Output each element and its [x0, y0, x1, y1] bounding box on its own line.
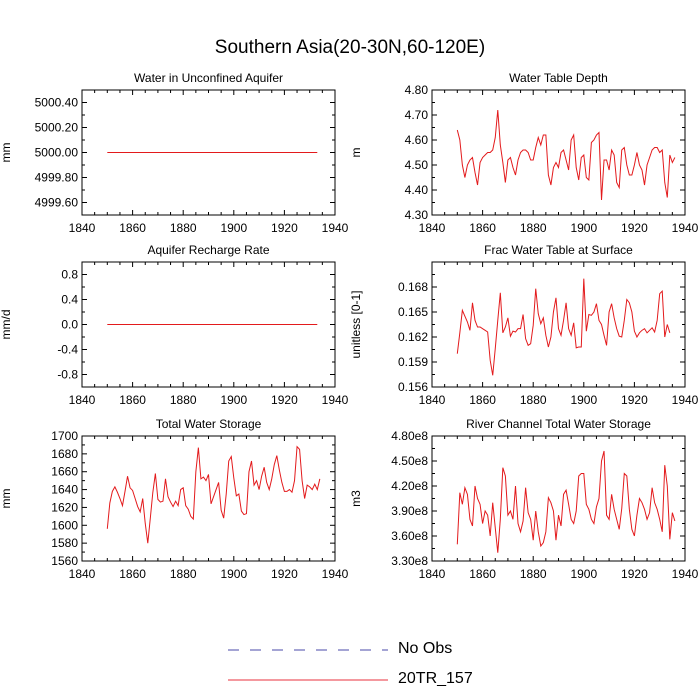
- y-tick-label: 5000.40: [35, 96, 79, 110]
- y-tick-label: 4.60: [405, 133, 429, 147]
- page-title: Southern Asia(20-30N,60-120E): [214, 37, 486, 58]
- chart-panel-5: Total Water Storage mm 1840 1860 1880 1900 192…: [0, 417, 349, 581]
- chart-panel-3: Aquifer Recharge Rate mm/d 1840 1860 1880 190…: [0, 243, 349, 407]
- y-axis-label: mm/d: [0, 310, 13, 340]
- chart-panel-2: Water Table Depth m 1840 1860 1880 1900 1920 19…: [349, 71, 699, 235]
- y-tick-label: 1700: [51, 429, 78, 443]
- x-tick-label: 1940: [672, 221, 699, 235]
- x-tick-label: 1860: [469, 393, 496, 407]
- x-tick-label: 1940: [322, 567, 349, 581]
- x-tick-label: 1920: [271, 567, 298, 581]
- y-tick-label: 4.50e8: [391, 454, 428, 468]
- y-tick-label: 4.40: [405, 183, 429, 197]
- chart-title: Water Table Depth: [509, 71, 608, 85]
- chart-title: Total Water Storage: [156, 417, 262, 431]
- y-tick-label: 1620: [51, 500, 78, 514]
- y-tick-label: 4.80: [405, 83, 429, 97]
- x-tick-label: 1880: [520, 221, 547, 235]
- x-tick-label: 1880: [170, 567, 197, 581]
- y-tick-label: 3.60e8: [391, 529, 428, 543]
- y-axis-label: mm: [0, 143, 13, 163]
- x-tick-label: 1880: [170, 393, 197, 407]
- y-tick-label: 0.159: [398, 355, 428, 369]
- x-tick-label: 1920: [271, 393, 298, 407]
- chart-panel-4: Frac Water Table at Surface unitless [0-1…: [349, 243, 699, 407]
- series-line-20tr-157: [106, 445, 321, 544]
- y-tick-label: 4.80e8: [391, 429, 428, 443]
- y-tick-label: 0.156: [398, 380, 428, 394]
- chart-title: Water in Unconfined Aquifer: [134, 71, 283, 85]
- chart-title: Frac Water Table at Surface: [484, 243, 633, 257]
- series-line-20tr-157: [456, 109, 676, 201]
- y-tick-label: 1600: [51, 518, 78, 532]
- x-tick-label: 1860: [119, 221, 146, 235]
- y-axis-label: m3: [349, 490, 363, 507]
- x-tick-label: 1940: [672, 567, 699, 581]
- chart-panel-1: Water in Unconfined Aquifer mm 1840 1860 188…: [0, 71, 349, 235]
- y-tick-label: 5000.20: [35, 121, 79, 135]
- plot-frame: [431, 435, 686, 562]
- x-tick-label: 1860: [469, 221, 496, 235]
- y-tick-label: 0.0: [61, 318, 78, 332]
- y-axis-label: m: [349, 148, 363, 158]
- y-tick-label: 0.4: [61, 293, 78, 307]
- x-tick-label: 1940: [322, 393, 349, 407]
- y-axis-label: unitless [0-1]: [349, 290, 363, 358]
- y-tick-label: 4.30: [405, 208, 429, 222]
- x-tick-label: 1940: [322, 221, 349, 235]
- x-tick-label: 1900: [220, 221, 247, 235]
- y-tick-label: -0.4: [57, 343, 78, 357]
- x-tick-label: 1840: [69, 221, 96, 235]
- y-tick-label: -0.8: [57, 368, 78, 382]
- y-tick-label: 1640: [51, 483, 78, 497]
- y-tick-label: 0.168: [398, 280, 428, 294]
- y-tick-label: 3.90e8: [391, 504, 428, 518]
- x-tick-label: 1840: [69, 393, 96, 407]
- y-tick-label: 4999.80: [35, 171, 79, 185]
- x-tick-label: 1920: [621, 567, 648, 581]
- x-tick-label: 1880: [520, 567, 547, 581]
- x-tick-label: 1840: [69, 567, 96, 581]
- legend-label-20tr-157: 20TR_157: [398, 670, 473, 687]
- x-tick-label: 1840: [419, 393, 446, 407]
- x-tick-label: 1900: [220, 393, 247, 407]
- y-tick-label: 5000.00: [35, 146, 79, 160]
- x-tick-label: 1880: [520, 393, 547, 407]
- x-tick-label: 1900: [570, 393, 597, 407]
- chart-panel-6: River Channel Total Water Storage m3 1840 1…: [349, 417, 699, 581]
- y-tick-label: 1580: [51, 536, 78, 550]
- legend-label-no-obs: No Obs: [398, 640, 453, 657]
- plot-frame: [431, 89, 686, 216]
- y-tick-label: 4.50: [405, 158, 429, 172]
- y-tick-label: 1680: [51, 447, 78, 461]
- x-tick-label: 1900: [570, 221, 597, 235]
- y-tick-label: 4.20e8: [391, 479, 428, 493]
- x-tick-label: 1880: [170, 221, 197, 235]
- y-tick-label: 1560: [51, 554, 78, 568]
- x-tick-label: 1900: [220, 567, 247, 581]
- y-tick-label: 4.70: [405, 108, 429, 122]
- x-tick-label: 1840: [419, 567, 446, 581]
- y-tick-label: 1660: [51, 465, 78, 479]
- y-tick-label: 3.30e8: [391, 554, 428, 568]
- y-tick-label: 4999.60: [35, 196, 79, 210]
- chart-title: Aquifer Recharge Rate: [147, 243, 269, 257]
- x-tick-label: 1920: [621, 221, 648, 235]
- chart-title: River Channel Total Water Storage: [466, 417, 651, 431]
- x-tick-label: 1860: [119, 567, 146, 581]
- y-tick-label: 0.165: [398, 305, 428, 319]
- x-tick-label: 1840: [419, 221, 446, 235]
- y-tick-label: 0.8: [61, 268, 78, 282]
- x-tick-label: 1860: [119, 393, 146, 407]
- y-tick-label: 0.162: [398, 330, 428, 344]
- y-axis-label: mm: [0, 489, 13, 509]
- x-tick-label: 1940: [672, 393, 699, 407]
- x-tick-label: 1900: [570, 567, 597, 581]
- series-line-20tr-157: [456, 450, 676, 553]
- x-tick-label: 1860: [469, 567, 496, 581]
- series-line-20tr-157: [456, 278, 671, 376]
- x-tick-label: 1920: [271, 221, 298, 235]
- x-tick-label: 1920: [621, 393, 648, 407]
